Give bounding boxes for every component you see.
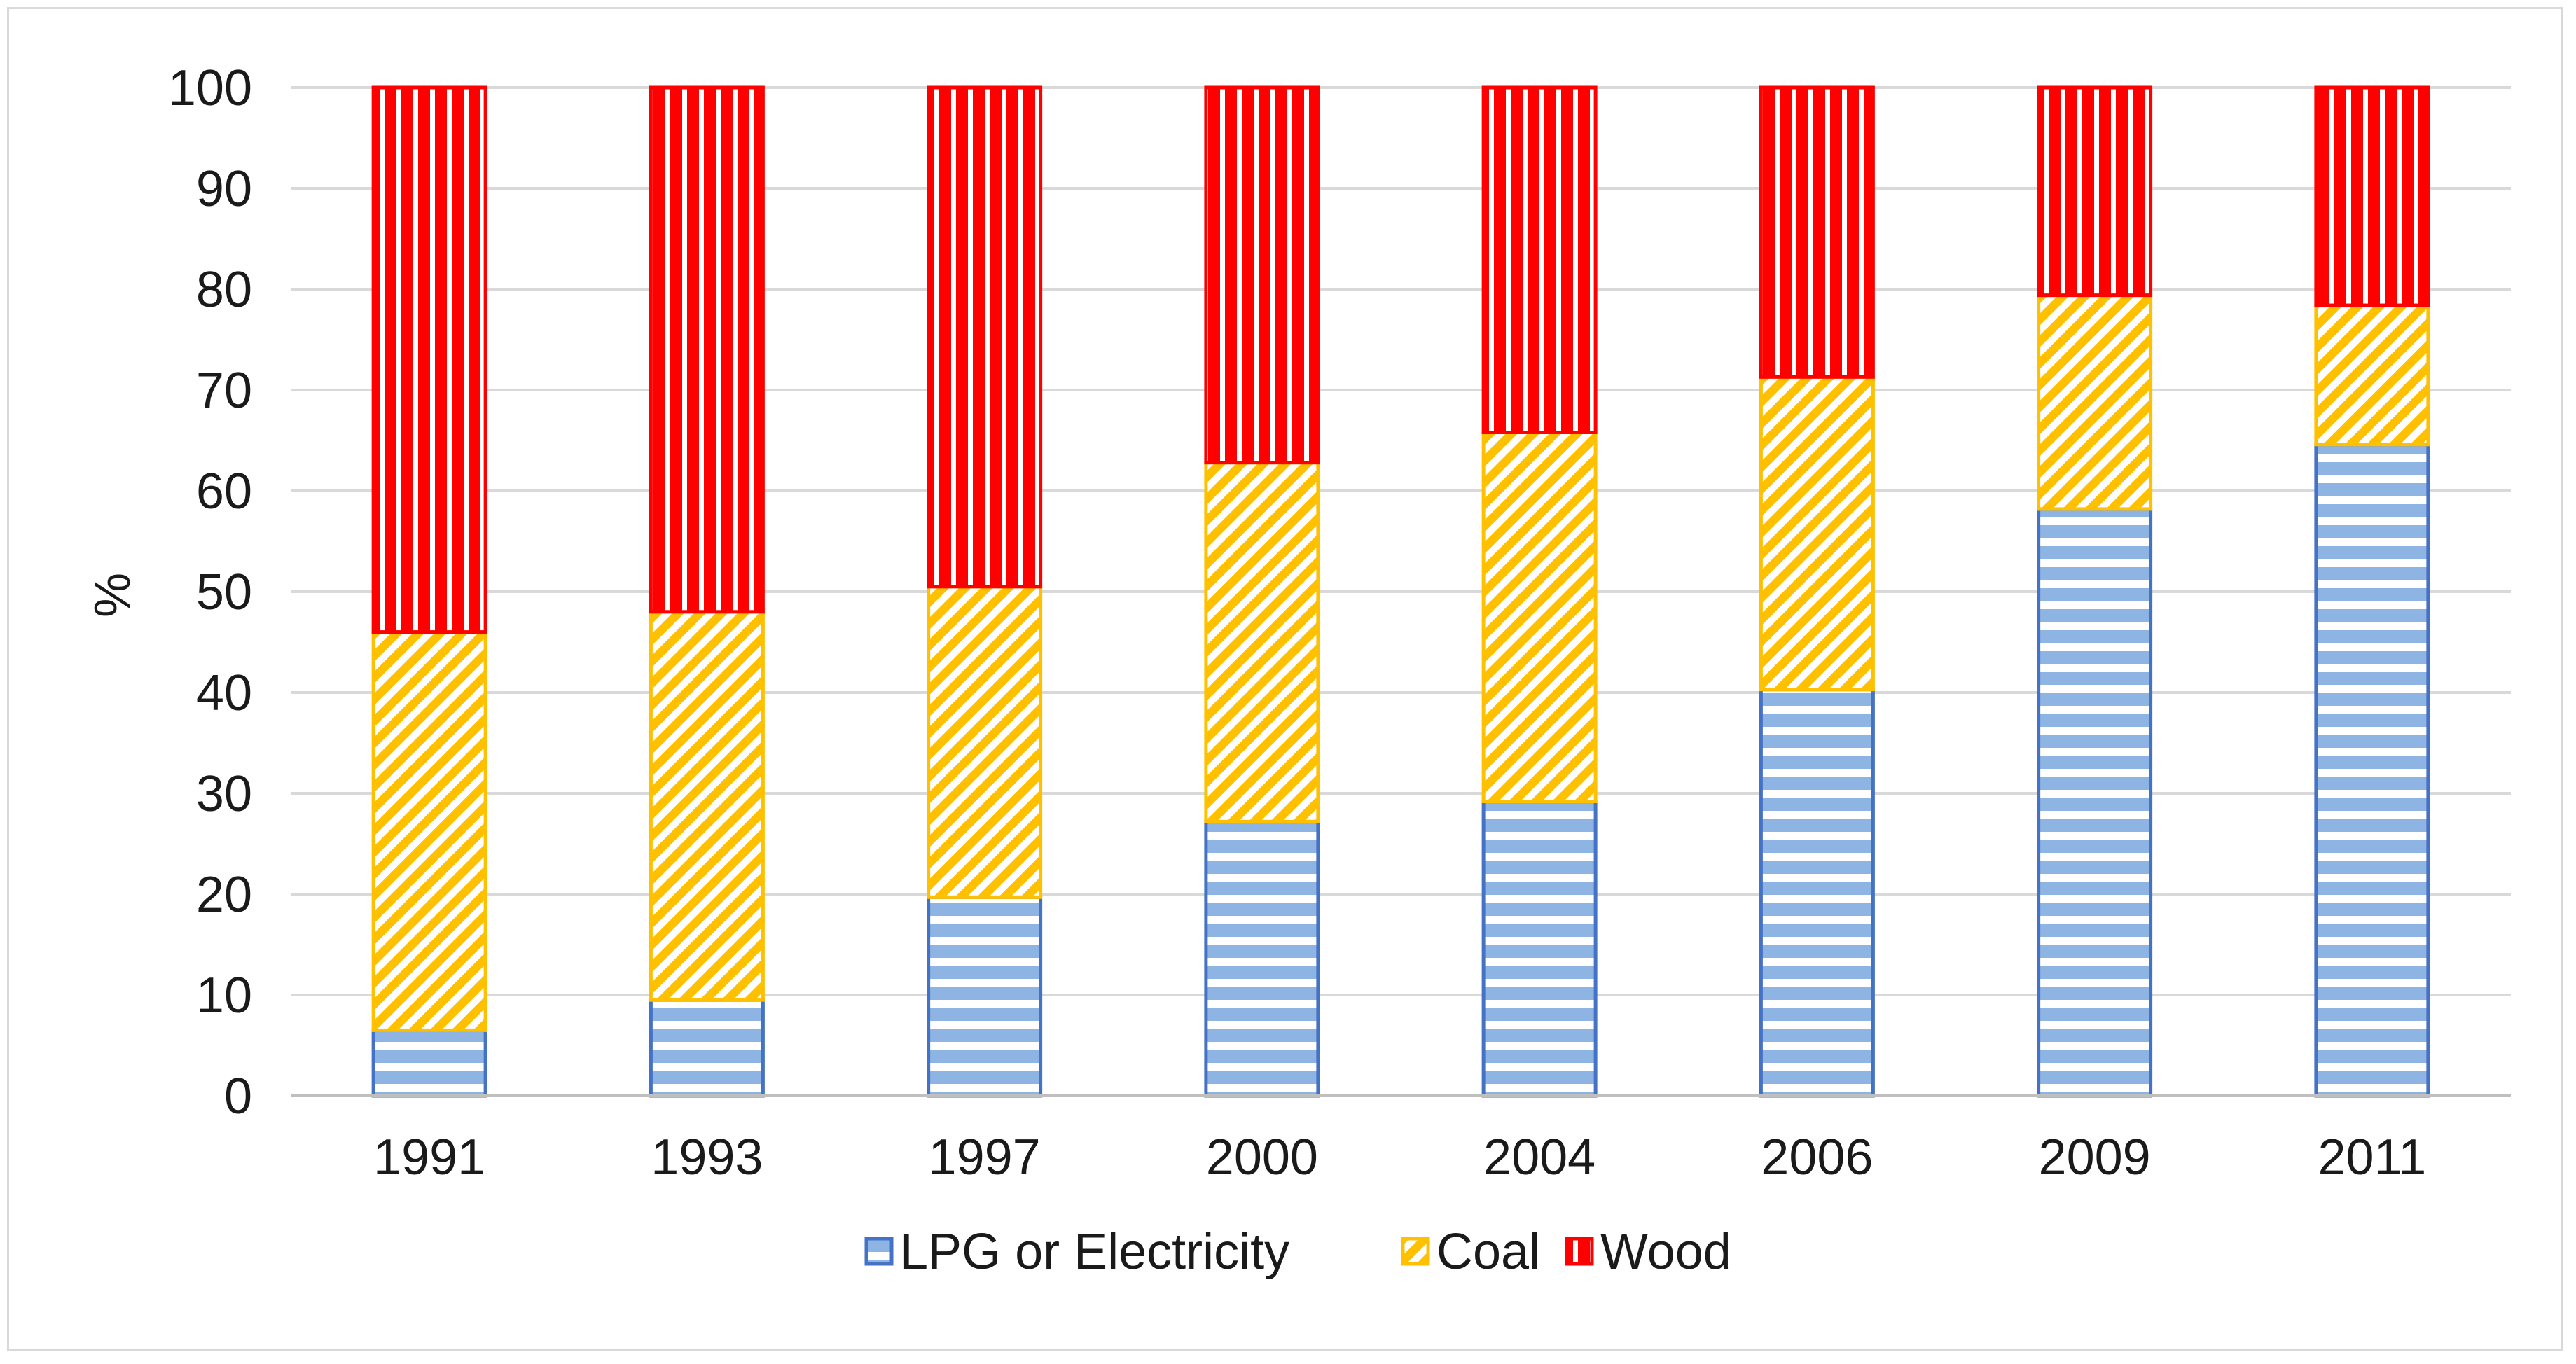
x-tick-label: 1991: [373, 1129, 485, 1185]
y-tick-label: 40: [196, 665, 252, 721]
y-tick-label: 70: [196, 363, 252, 419]
gridlines: [291, 86, 2511, 996]
bar-coal-1993: [649, 610, 765, 1002]
y-tick-label: 80: [196, 262, 252, 318]
bar-wood-2004: [1481, 85, 1598, 434]
y-tick-label: 20: [196, 867, 252, 923]
bar-lpg-2011: [2314, 443, 2430, 1098]
bar-coal-1991: [371, 630, 487, 1032]
bar-wood-2011: [2314, 85, 2430, 307]
bar-coal-2000: [1204, 461, 1320, 823]
bar-wood-1997: [927, 85, 1043, 589]
legend-label-coal: Coal: [1436, 1224, 1540, 1280]
x-tick-label: 1997: [929, 1129, 1041, 1185]
legend-swatch-coal: [1401, 1237, 1430, 1266]
bar-lpg-2009: [2037, 507, 2153, 1098]
x-tick-label: 2000: [1206, 1129, 1318, 1185]
bar-coal-2004: [1481, 430, 1598, 804]
legend: LPG or Electricity Coal Wood: [864, 1224, 1731, 1280]
x-tick-label: 2006: [1761, 1129, 1873, 1185]
bar-coal-2011: [2314, 303, 2430, 447]
x-tick-label: 2004: [1483, 1129, 1595, 1185]
bar-lpg-1997: [927, 895, 1043, 1098]
bar-lpg-1993: [649, 998, 765, 1098]
bars: [371, 85, 2430, 1098]
y-tick-label: 50: [196, 564, 252, 620]
legend-swatch-wood: [1565, 1237, 1594, 1266]
legend-label-lpg: LPG or Electricity: [900, 1224, 1289, 1280]
y-tick-label: 60: [196, 464, 252, 520]
x-tick-label: 1993: [651, 1129, 763, 1185]
bar-wood-2009: [2037, 85, 2153, 298]
bar-lpg-2000: [1204, 819, 1320, 1098]
bar-coal-1997: [927, 585, 1043, 899]
y-tick-label: 100: [168, 60, 252, 116]
bar-wood-1991: [371, 85, 487, 634]
y-tick-label: 0: [224, 1069, 252, 1125]
legend-label-wood: Wood: [1600, 1224, 1731, 1280]
y-tick-label: 10: [196, 968, 252, 1024]
bar-lpg-2006: [1759, 688, 1875, 1098]
bar-coal-2009: [2037, 293, 2153, 511]
y-tick-label: 90: [196, 161, 252, 217]
y-tick-label: 30: [196, 766, 252, 822]
x-tick-label: 2009: [2039, 1129, 2151, 1185]
legend-swatch-lpg: [864, 1237, 894, 1266]
axes: 0 10 20 30 40 50 60 70 80 90 100 1991 1993 1997 2000 20…: [168, 60, 2511, 1185]
y-axis-label: %: [85, 573, 141, 618]
bar-wood-2000: [1204, 85, 1320, 465]
bar-lpg-1991: [371, 1028, 487, 1098]
bar-coal-2006: [1759, 375, 1875, 692]
bar-lpg-2004: [1481, 800, 1598, 1098]
bar-wood-2006: [1759, 85, 1875, 379]
bar-wood-1993: [649, 85, 765, 614]
x-tick-label: 2011: [2318, 1129, 2426, 1185]
